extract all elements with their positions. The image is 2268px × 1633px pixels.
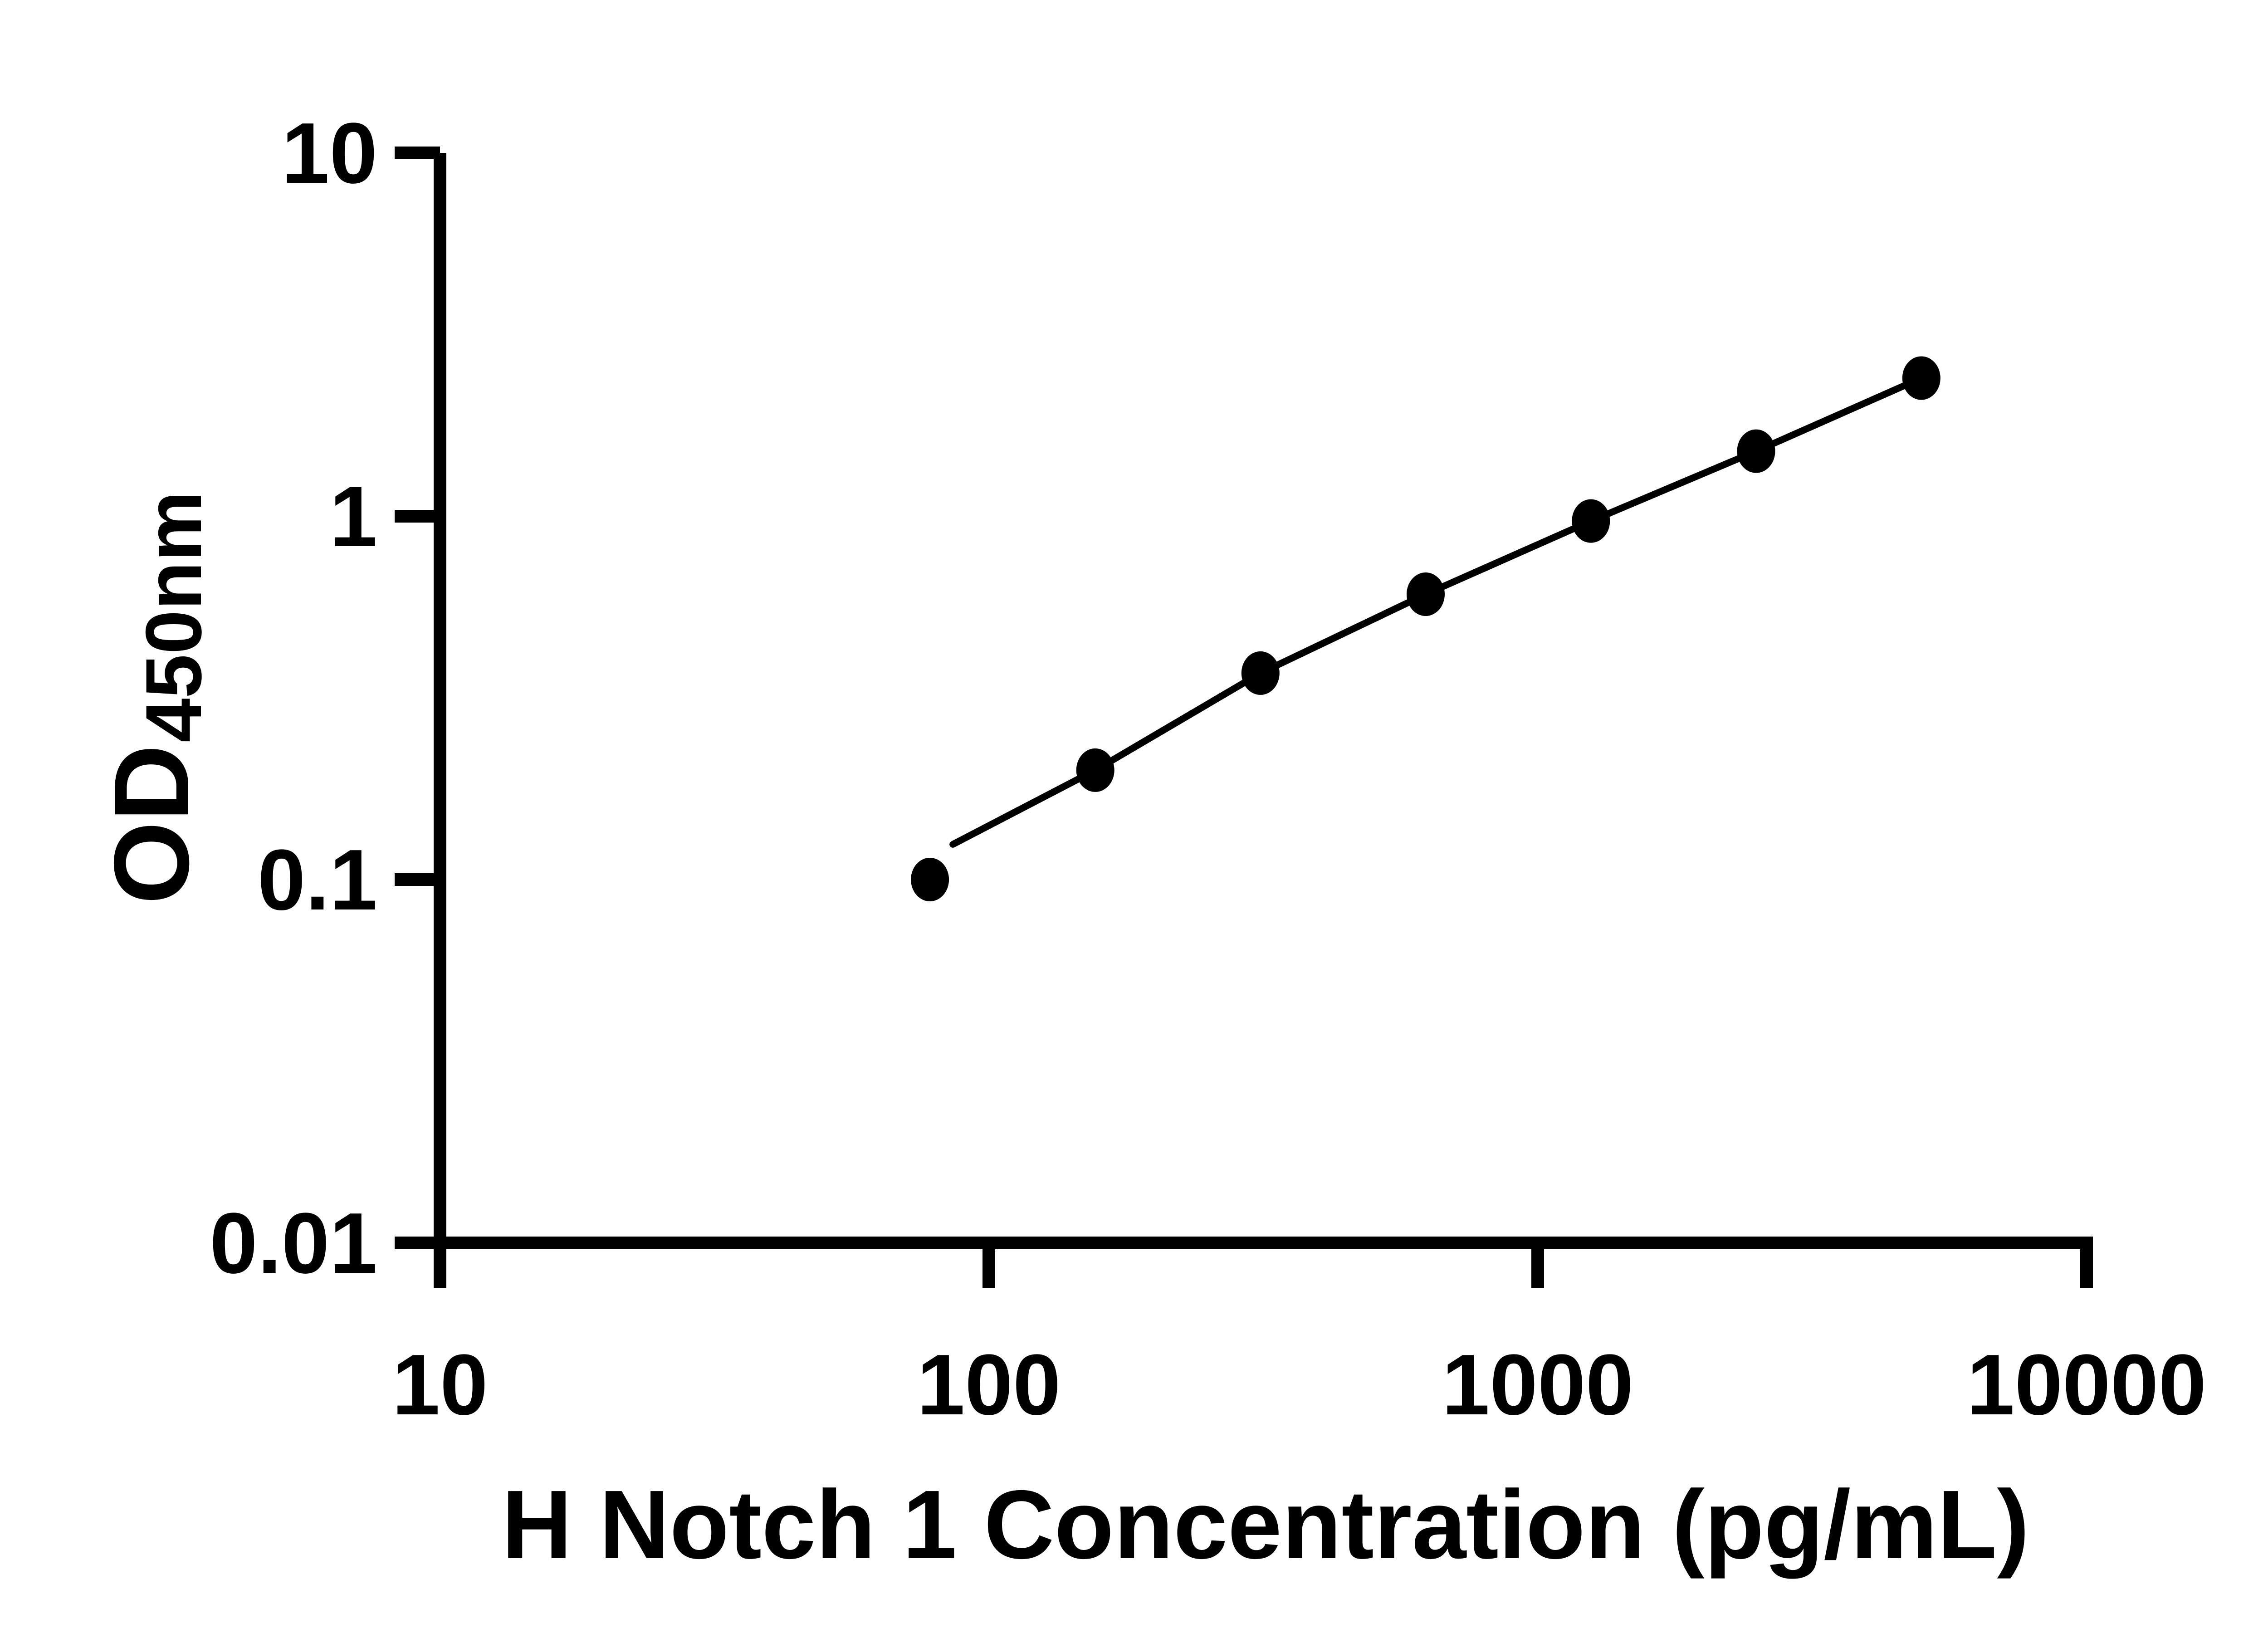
x-tick-labels: 10 100 1000 10000 [392,1337,2206,1433]
x-tick-label: 1000 [1442,1337,1634,1433]
y-axis-title: OD 450nm [92,491,218,904]
x-tick-label: 10 [392,1337,488,1433]
data-point [1076,748,1114,792]
data-point [1572,499,1610,543]
data-point [1902,356,1941,400]
y-axis-title-sub: 450nm [130,491,218,742]
y-axis: 10 1 0.1 0.01 [210,105,446,1291]
data-points [911,356,1941,901]
y-axis-title-main: OD [92,744,211,905]
y-tick-label: 0.1 [258,832,377,928]
x-axis: 10 100 1000 10000 [392,1237,2206,1433]
data-point [1737,429,1775,473]
y-tick-label: 10 [282,105,377,201]
x-tick-label: 100 [917,1337,1061,1433]
x-ticks [434,1243,2093,1288]
x-axis-title: H Notch 1 Concentration (pg/mL) [502,1470,2029,1579]
data-point [1241,651,1280,695]
x-tick-label: 10000 [1967,1337,2206,1433]
data-point [911,858,949,901]
y-tick-label: 0.01 [210,1195,377,1291]
data-point [1407,572,1445,616]
y-ticks [395,147,440,1249]
y-tick-label: 1 [329,469,377,565]
y-tick-labels: 10 1 0.1 0.01 [210,105,377,1291]
